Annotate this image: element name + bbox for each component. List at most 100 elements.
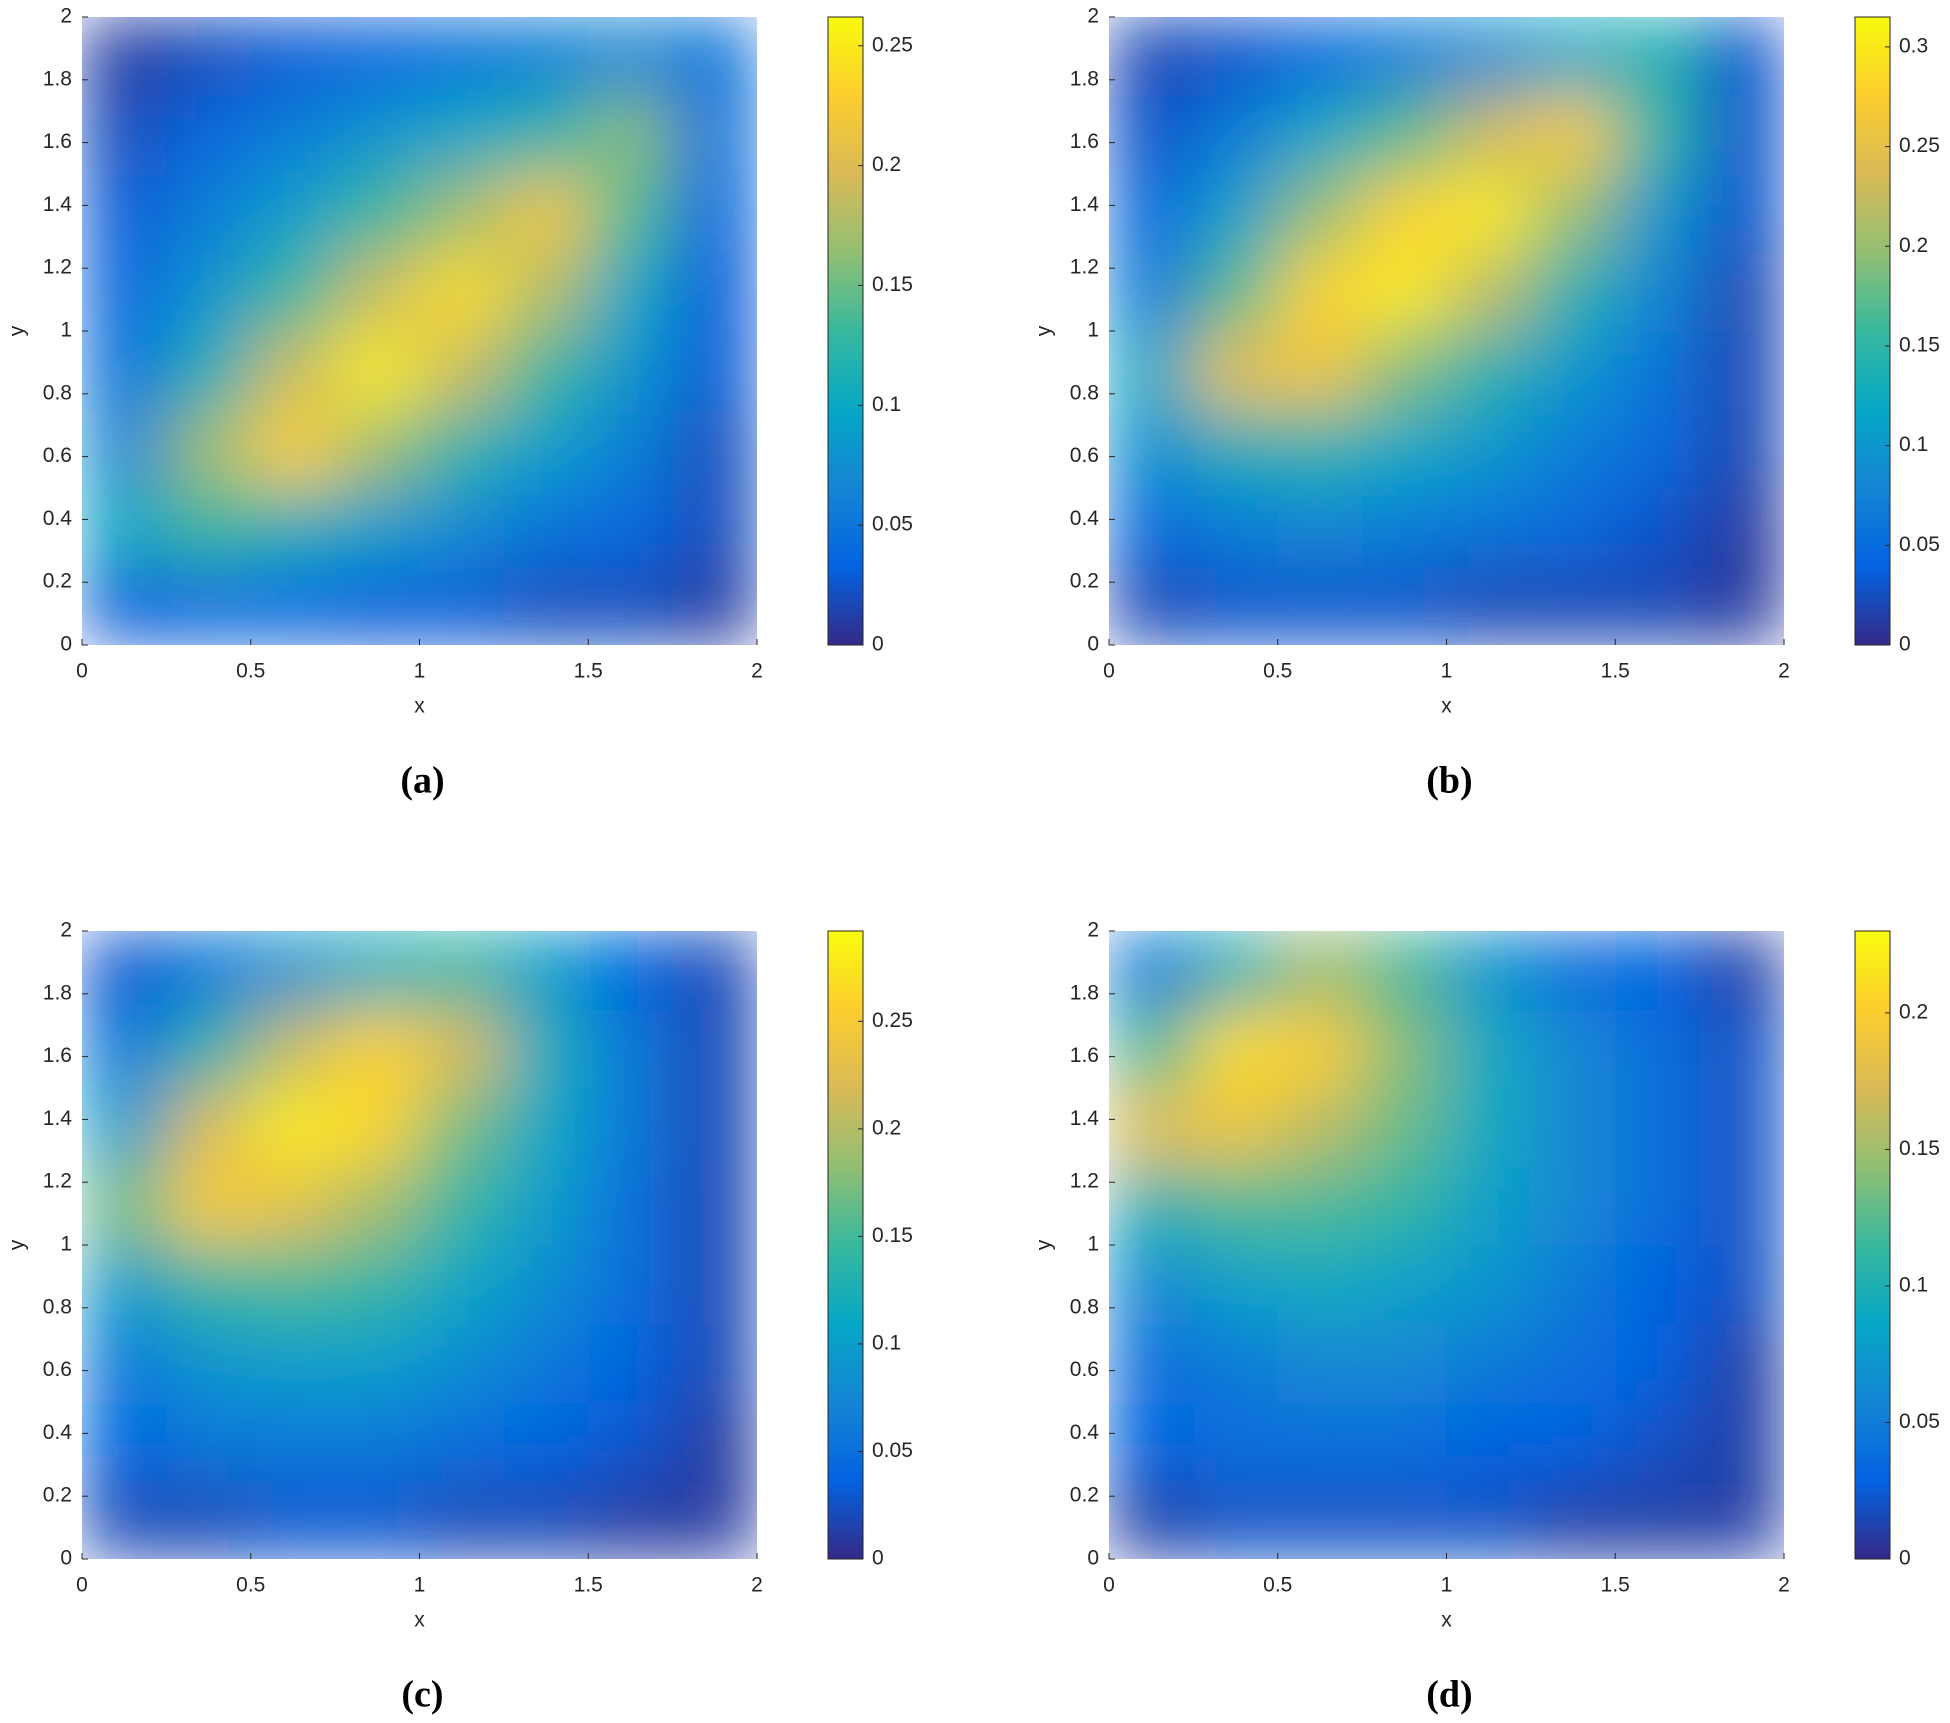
heat-cell <box>82 1402 167 1481</box>
heat-cell <box>503 1088 589 1167</box>
heat-cell <box>419 488 505 567</box>
x-tick-label: 0 <box>76 660 88 683</box>
heat-cell <box>1277 409 1363 489</box>
heat-cell <box>1362 1166 1447 1246</box>
heat-cell <box>1109 566 1194 645</box>
heat-cell <box>1193 931 1279 1010</box>
heat-cell <box>672 1088 757 1167</box>
heat-cell <box>250 1480 336 1559</box>
heat-cell <box>1109 409 1194 489</box>
y-tick-label: 2 <box>1087 919 1099 942</box>
heat-cell <box>1109 488 1194 567</box>
heat-cell <box>1109 1245 1194 1324</box>
heat-cell <box>672 409 757 489</box>
heat-cell <box>1699 488 1784 567</box>
heat-cell <box>82 174 167 253</box>
heat-cell <box>1615 566 1701 645</box>
heat-cell <box>250 1166 336 1246</box>
heat-cell <box>1277 95 1363 175</box>
y-tick-label: 1.4 <box>1070 1107 1100 1130</box>
heat-cell <box>588 1480 674 1559</box>
heat-cell <box>1277 331 1363 410</box>
heat-cell <box>419 1166 505 1246</box>
colorbar-tick-label: 0.25 <box>872 33 913 56</box>
heat-cell <box>250 331 336 410</box>
heat-cell <box>1362 1088 1447 1167</box>
heat-cell <box>1193 95 1279 175</box>
y-tick-label: 1.6 <box>1070 130 1099 153</box>
heat-cell <box>1530 331 1616 410</box>
heat-cell <box>335 1088 420 1167</box>
heat-cell <box>1277 1323 1363 1403</box>
heat-cell <box>1446 331 1532 410</box>
y-tick-label: 0.6 <box>1070 1358 1099 1381</box>
colorbar <box>1854 16 1891 646</box>
y-tick-label: 0.2 <box>1070 570 1099 593</box>
heat-cell <box>419 1323 505 1403</box>
heat-cell <box>588 1009 674 1089</box>
panel: 0 0.5 1 1.5 2 0 0.2 0.4 0.6 0.8 1 1.2 1.4 1.6 1.8 2 x y 0 0… <box>1033 919 1940 1716</box>
heat-cell <box>503 1323 589 1403</box>
x-axis-label: x <box>414 695 425 718</box>
x-tick-label: 0.5 <box>1263 1574 1292 1597</box>
heat-cell <box>419 1245 505 1324</box>
heat-cell <box>1615 1009 1701 1089</box>
heat-cell <box>250 1088 336 1167</box>
heat-cell <box>1109 331 1194 410</box>
heat-cell <box>1530 1323 1616 1403</box>
heat-cell <box>1699 17 1784 96</box>
colorbar-tick-label: 0 <box>1899 633 1911 656</box>
panel-label: (d) <box>1426 1674 1472 1716</box>
heat-cell <box>1615 1088 1701 1167</box>
heat-cell <box>672 174 757 253</box>
heat-cell <box>335 252 420 332</box>
x-axis-label: x <box>1441 1609 1452 1632</box>
heat-cell <box>1615 17 1701 96</box>
heat-cell <box>1277 1088 1363 1167</box>
heat-cell <box>588 1088 674 1167</box>
colorbar-tick-label: 0.25 <box>872 1009 913 1032</box>
x-tick-label: 1.5 <box>1601 660 1630 683</box>
panel: 0 0.5 1 1.5 2 0 0.2 0.4 0.6 0.8 1 1.2 1.4 1.6 1.8 2 x y 0 0… <box>6 5 913 802</box>
heat-cell <box>166 174 252 253</box>
heat-cell <box>1699 1245 1784 1324</box>
heat-cell <box>1193 1166 1279 1246</box>
heat-cell <box>166 17 252 96</box>
heat-cell <box>1530 1009 1616 1089</box>
heat-cell <box>250 1245 336 1324</box>
colorbar-tick-label: 0.3 <box>1899 34 1928 57</box>
heatmap <box>82 17 757 645</box>
y-tick-label: 1 <box>1087 1233 1099 1256</box>
heat-cell <box>1530 1166 1616 1246</box>
heat-cell <box>1615 1402 1701 1481</box>
heat-cell <box>1109 1166 1194 1246</box>
y-tick-label: 2 <box>60 5 72 28</box>
heat-cell <box>82 17 167 96</box>
heat-cell <box>1109 1088 1194 1167</box>
y-axis-label: y <box>1033 1239 1056 1250</box>
y-tick-label: 0.8 <box>43 381 72 404</box>
colorbar-tick-label: 0.1 <box>872 393 901 416</box>
heat-cell <box>1362 566 1447 645</box>
heat-cell <box>1446 409 1532 489</box>
heat-cell <box>1530 488 1616 567</box>
y-tick-label: 0.4 <box>1070 507 1100 530</box>
heat-cell <box>1362 1323 1447 1403</box>
heat-cell <box>672 1480 757 1559</box>
y-tick-label: 0.8 <box>1070 381 1099 404</box>
colorbar <box>827 16 864 646</box>
heat-cell <box>1109 17 1194 96</box>
heat-cell <box>1362 931 1447 1010</box>
colorbar-tick-label: 0.25 <box>1899 134 1940 157</box>
heat-cell <box>588 409 674 489</box>
x-axis-label: x <box>1441 695 1452 718</box>
x-tick-label: 1.5 <box>1601 1574 1630 1597</box>
heatmap <box>82 931 757 1559</box>
heat-cell <box>588 331 674 410</box>
heat-cell <box>335 409 420 489</box>
heat-cell <box>1277 566 1363 645</box>
heat-cell <box>419 566 505 645</box>
heat-cell <box>166 566 252 645</box>
heat-cell <box>1699 1009 1784 1089</box>
heat-cell <box>1362 1480 1447 1559</box>
